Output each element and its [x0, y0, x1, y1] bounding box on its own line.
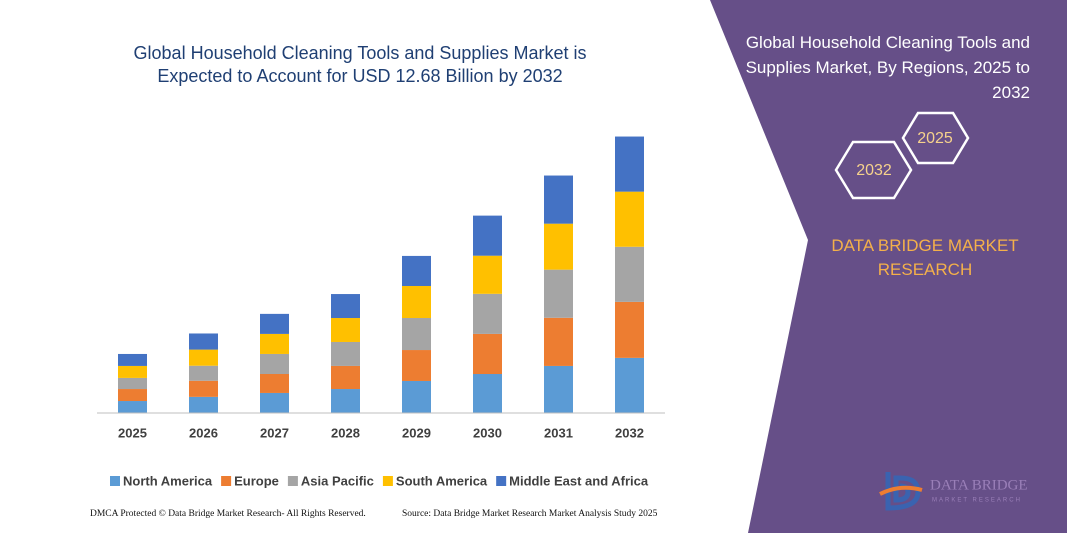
- legend-label: South America: [396, 473, 488, 488]
- side-panel: [710, 0, 1067, 533]
- x-tick-label: 2027: [260, 425, 289, 440]
- x-tick-label: 2030: [473, 425, 502, 440]
- x-tick-label: 2028: [331, 425, 360, 440]
- chart-title: Global Household Cleaning Tools and Supp…: [133, 43, 587, 86]
- x-tick-label: 2026: [189, 425, 218, 440]
- bar-segment: [615, 246, 644, 302]
- panel-title: Global Household Cleaning Tools and Supp…: [745, 33, 1030, 102]
- logo-swoosh: [879, 485, 923, 496]
- bar-segment: [473, 374, 502, 413]
- bar-segment: [402, 380, 431, 413]
- bar-segment: [544, 269, 573, 318]
- bar-segment: [473, 293, 502, 334]
- bar-segment: [260, 392, 289, 413]
- bar-segment: [189, 380, 218, 397]
- bar-segment: [331, 318, 360, 342]
- bar-segment: [402, 285, 431, 319]
- hexagon: [834, 140, 913, 200]
- bar-segment: [402, 318, 431, 351]
- bar-segment: [544, 365, 573, 413]
- legend-label: Middle East and Africa: [509, 473, 649, 488]
- logo-tagline: MARKET RESEARCH: [932, 498, 1022, 504]
- bar-segment: [331, 341, 360, 366]
- bar-segment: [615, 191, 644, 247]
- bar-segment: [189, 349, 218, 366]
- bar-segment: [331, 365, 360, 390]
- bar-segment: [402, 255, 431, 286]
- bar-segment: [118, 401, 147, 413]
- legend-swatch: [221, 476, 232, 486]
- logo-name: DATA BRIDGE: [930, 477, 1028, 493]
- legend-swatch: [382, 476, 393, 486]
- bar-segment: [473, 255, 502, 294]
- bar-segment: [473, 215, 502, 256]
- x-tick-label: 2025: [118, 425, 147, 440]
- bar-segment: [260, 313, 289, 334]
- hexagon: [901, 111, 970, 165]
- hexagon-label: 2025: [917, 130, 953, 147]
- bar-segment: [544, 175, 573, 224]
- logo: DATA BRIDGE MARKET RESEARCH: [879, 472, 1028, 511]
- bar-segment: [260, 333, 289, 354]
- bar-segment: [118, 377, 147, 390]
- footer-right: Source: Data Bridge Market Research Mark…: [402, 509, 658, 519]
- brand: DATA BRIDGE MARKET RESEARCH: [831, 236, 1019, 279]
- bar-segment: [260, 353, 289, 375]
- bar-segment: [544, 317, 573, 366]
- bar-segment: [189, 333, 218, 350]
- footer-left: DMCA Protected © Data Bridge Market Rese…: [90, 509, 366, 519]
- bar-segment: [473, 333, 502, 375]
- bar-segment: [402, 350, 431, 381]
- bar-segment: [331, 389, 360, 413]
- bar-segment: [118, 389, 147, 402]
- x-tick-label: 2032: [615, 425, 644, 440]
- x-tick-label: 2031: [544, 425, 573, 440]
- bar-segment: [544, 223, 573, 270]
- legend-swatch: [496, 476, 507, 486]
- hexagon-label: 2032: [856, 162, 892, 179]
- bar-segment: [260, 374, 289, 393]
- legend-label: Asia Pacific: [301, 473, 374, 488]
- legend-swatch: [287, 476, 298, 486]
- legend-label: North America: [123, 473, 213, 488]
- x-tick-label: 2029: [402, 425, 431, 440]
- bar-segment: [615, 136, 644, 192]
- legend-swatch: [110, 476, 120, 486]
- legend-label: Europe: [234, 473, 279, 488]
- bar-segment: [189, 396, 218, 413]
- bar-segment: [615, 301, 644, 358]
- bar-segment: [118, 365, 147, 378]
- bar-segment: [331, 294, 360, 319]
- bar-segment: [118, 353, 147, 366]
- bar-segment: [189, 365, 218, 381]
- bar-segment: [615, 357, 644, 413]
